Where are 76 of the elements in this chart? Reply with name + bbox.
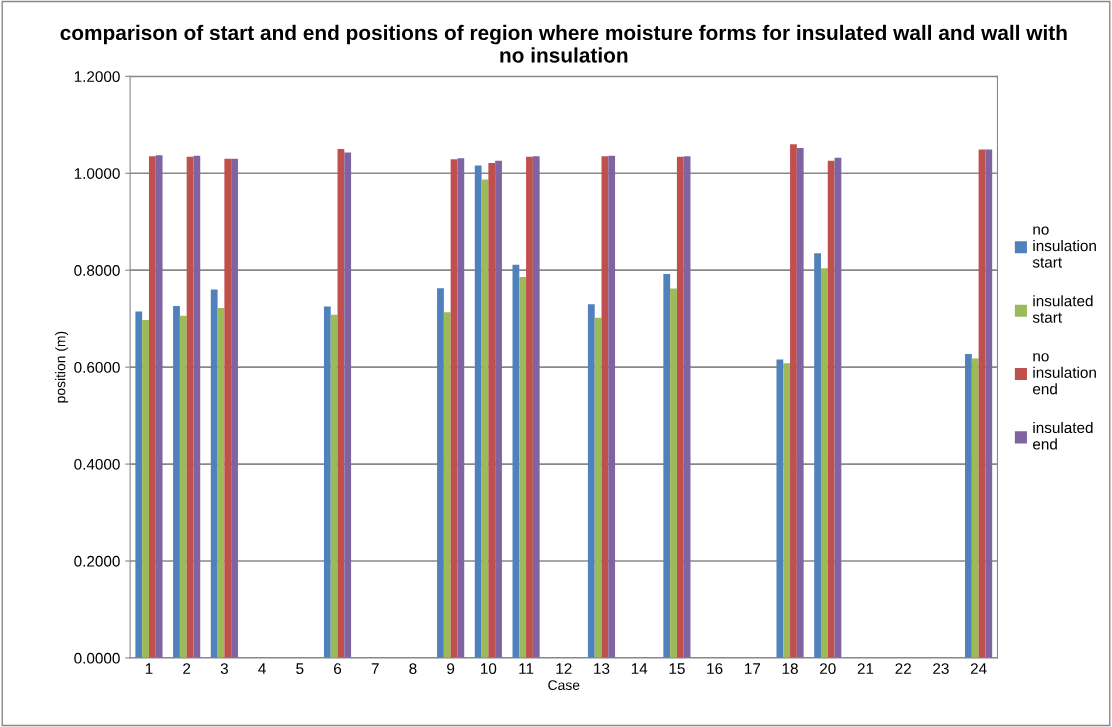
bar [820,268,828,658]
bar [587,304,595,658]
y-tick-label: 0.6000 [74,362,120,373]
x-tick-label: 23 [933,663,949,675]
bar [474,165,482,658]
bar [443,312,451,658]
x-tick-label: 4 [258,663,266,674]
legend-label: insulated end [1033,421,1093,450]
bar [179,315,187,658]
bar [790,144,797,658]
bar [323,306,331,658]
x-tick-label: 13 [594,663,610,675]
bar [676,156,684,658]
bar [608,155,616,658]
bar [512,264,520,658]
bar [437,288,444,658]
legend-label: insulated start [1032,295,1093,323]
y-tick-label: 0.8000 [74,265,120,276]
x-tick-label: 18 [782,663,798,675]
x-tick-label: 21 [857,663,874,674]
x-tick-label: 6 [334,663,342,675]
y-tick-label: 0.4000 [74,458,120,470]
x-tick-label: 24 [970,663,987,674]
bar [457,158,465,658]
bar [142,320,149,658]
bar [670,288,677,658]
bar [796,148,804,658]
x-tick-label: 1 [145,663,153,674]
bar [330,314,338,658]
bar [224,158,232,658]
y-axis-title: position (m) [55,331,69,403]
bar [519,276,527,658]
bar [135,311,143,658]
x-tick-label: 5 [296,663,304,675]
bar [155,155,163,658]
y-tick-label: 1.0000 [74,168,120,179]
bar [344,152,352,658]
bar [193,155,201,658]
bar [210,289,218,658]
bar [663,274,671,658]
bar [985,149,993,658]
x-tick-label: 12 [556,663,572,674]
bar [231,158,238,658]
bar [827,160,835,658]
bar [601,156,609,658]
bar [971,358,979,658]
x-tick-label: 9 [447,663,455,675]
bar [783,363,791,658]
bar [173,306,180,658]
x-axis-title: Case [548,680,580,691]
bar [148,156,156,658]
x-tick-label: 14 [631,663,648,674]
x-tick-label: 10 [481,663,497,675]
chart-title: comparison of start and end positions of region where moisture forms for insulated wall and wall with no insulation [60,24,1067,63]
bar [532,156,540,658]
y-tick-label: 0.0000 [74,652,120,664]
x-tick-label: 22 [895,663,911,674]
bar [526,156,533,658]
x-tick-label: 7 [371,663,379,674]
bar [965,354,972,658]
x-tick-label: 20 [820,663,836,675]
y-tick-label: 0.2000 [74,555,120,567]
legend-label: no insulation start [1032,226,1096,268]
x-tick-label: 8 [409,663,417,675]
x-tick-label: 17 [745,663,761,674]
bar [776,359,784,658]
y-tick-label: 1.2000 [74,71,120,83]
x-tick-label: 11 [519,663,534,674]
bar [495,160,502,658]
x-tick-label: 15 [669,663,685,675]
x-tick-label: 2 [183,663,191,674]
x-tick-label: 3 [220,663,228,675]
bar [814,253,821,658]
bar [488,163,496,658]
legend-label: no insulation end [1033,353,1096,395]
x-tick-label: 16 [707,663,723,675]
